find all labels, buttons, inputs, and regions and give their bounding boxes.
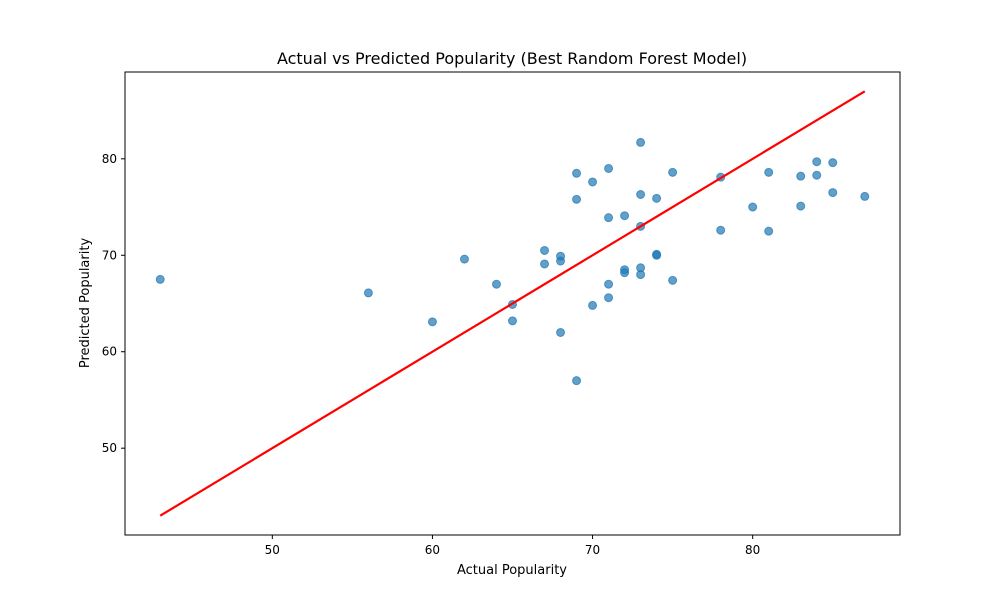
data-point bbox=[604, 293, 614, 303]
data-point bbox=[620, 211, 630, 221]
data-point bbox=[540, 245, 550, 255]
y-tick-label: 60 bbox=[102, 345, 117, 359]
y-axis: 50 60 70 80 bbox=[102, 152, 125, 455]
data-point bbox=[363, 288, 373, 298]
y-tick-label: 70 bbox=[102, 248, 117, 262]
data-point bbox=[748, 202, 758, 212]
data-point bbox=[796, 201, 806, 211]
y-axis-label: Predicted Popularity bbox=[78, 238, 93, 369]
data-point bbox=[540, 259, 550, 269]
data-point bbox=[508, 316, 517, 326]
data-point bbox=[604, 213, 614, 223]
x-tick-label: 80 bbox=[745, 543, 760, 557]
data-point bbox=[556, 256, 566, 266]
data-point bbox=[588, 177, 598, 187]
data-point bbox=[652, 193, 662, 203]
x-tick-label: 60 bbox=[425, 543, 440, 557]
plot-frame bbox=[124, 71, 901, 536]
data-point bbox=[764, 226, 774, 236]
reference-line bbox=[159, 90, 866, 517]
data-point bbox=[796, 171, 806, 181]
data-point bbox=[620, 268, 630, 278]
data-point bbox=[652, 250, 662, 260]
data-point bbox=[828, 158, 838, 168]
data-point bbox=[491, 279, 501, 289]
data-point bbox=[588, 300, 598, 310]
data-point bbox=[459, 254, 469, 264]
data-point bbox=[572, 376, 582, 386]
data-point bbox=[636, 137, 646, 147]
y-tick-label: 80 bbox=[102, 152, 117, 166]
data-point bbox=[764, 167, 774, 177]
data-point bbox=[636, 270, 646, 280]
data-point bbox=[427, 317, 437, 327]
data-point bbox=[812, 157, 822, 167]
chart-title: Actual vs Predicted Popularity (Best Ran… bbox=[277, 49, 747, 68]
plot-area bbox=[155, 90, 870, 517]
data-point bbox=[812, 170, 822, 180]
data-point bbox=[604, 163, 614, 173]
data-point bbox=[668, 167, 678, 177]
data-point bbox=[604, 279, 614, 289]
data-point bbox=[716, 225, 726, 235]
data-point bbox=[556, 327, 566, 337]
x-axis: 50 60 70 80 bbox=[265, 535, 760, 557]
x-tick-label: 50 bbox=[265, 543, 280, 557]
x-tick-label: 70 bbox=[585, 543, 600, 557]
data-point bbox=[668, 275, 678, 285]
data-point bbox=[155, 274, 165, 284]
y-tick-label: 50 bbox=[102, 441, 117, 455]
data-point bbox=[572, 168, 582, 178]
data-point bbox=[860, 191, 870, 201]
data-point bbox=[572, 194, 582, 204]
data-point bbox=[636, 190, 646, 200]
data-point bbox=[828, 188, 838, 198]
x-axis-label: Actual Popularity bbox=[457, 563, 567, 578]
